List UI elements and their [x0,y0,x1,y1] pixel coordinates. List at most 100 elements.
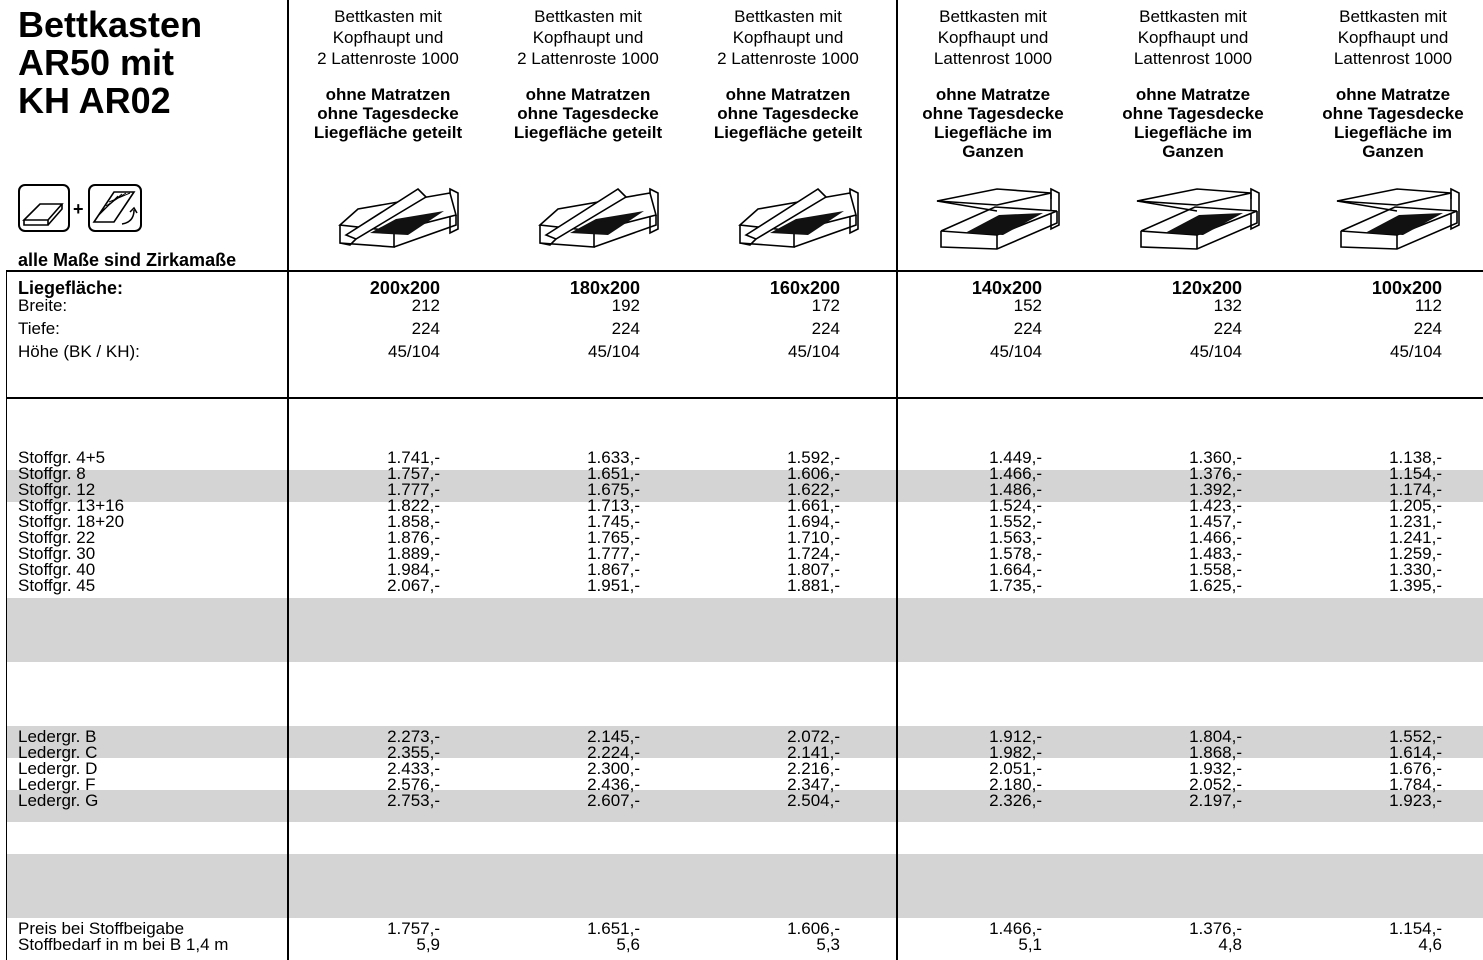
price-cell: 1.231,- [1389,512,1442,531]
header-bold-line: Liegefläche geteilt [513,123,663,142]
price-cell: 1.423,- [1189,496,1242,515]
hoehe-value: 45/104 [990,342,1042,361]
price-cell: 1.376,- [1189,464,1242,483]
header-bold: ohne Matratze ohne Tagesdecke Liegefläche … [898,85,1088,161]
price-cell: 1.923,- [1389,791,1442,810]
header-bold-line: Liegefläche im [933,123,1053,142]
size-value: 180x200 [569,278,640,298]
header-bold-line: Liegefläche im [1333,123,1453,142]
price-cell: 1.745,- [587,512,640,531]
breite-value: 152 [1013,296,1042,315]
divider [896,0,898,960]
label-hoehe: Höhe (BK / KH): [18,342,140,361]
price-cell: 1.777,- [387,480,440,499]
tiefe-value: 224 [1013,319,1042,338]
price-cell: 1.154,- [1389,919,1442,938]
header-bold-line: ohne Matratze [935,85,1051,104]
svg-text:+: + [73,199,84,219]
price-cell: 1.466,- [989,464,1042,483]
price-cell: 1.625,- [1189,576,1242,595]
price-cell: 1.757,- [387,919,440,938]
price-cell: 1.777,- [587,544,640,563]
measurement-note: alle Maße sind Zirkamaße [18,250,237,270]
price-cell: 1.661,- [787,496,840,515]
price-cell: 1.360,- [1189,448,1242,467]
price-cell: 1.466,- [989,919,1042,938]
header-bold-line: ohne Matratze [1135,85,1251,104]
price-cell: 2.224,- [587,743,640,762]
header-line: Kopfhaupt und [332,28,444,47]
header-bold: ohne Matratze ohne Tagesdecke Liegefläche … [1098,85,1288,161]
price-cell: 1.889,- [387,544,440,563]
price-cell: 2.436,- [587,775,640,794]
band [6,854,1483,918]
price-cell: 1.592,- [787,448,840,467]
price-cell: 2.347,- [787,775,840,794]
price-cell: 2.145,- [587,727,640,746]
price-cell: 1.138,- [1389,448,1442,467]
price-cell: 4,8 [1218,935,1242,954]
price-row-label: Stoffgr. 4+5 [18,448,106,467]
header-line: 2 Lattenroste 1000 [517,49,659,68]
price-cell: 1.676,- [1389,759,1442,778]
price-cell: 1.606,- [787,464,840,483]
price-cell: 1.614,- [1389,743,1442,762]
tiefe-value: 224 [611,319,640,338]
price-cell: 1.205,- [1389,496,1442,515]
price-row-label: Stoffgr. 45 [18,576,96,595]
header-bold-line: Liegefläche im [1133,123,1253,142]
price-row-label: Preis bei Stoffbeigabe [18,919,185,938]
price-cell: 1.868,- [1189,743,1242,762]
header-line: 2 Lattenroste 1000 [717,49,859,68]
label-liegeflaeche: Liegefläche: [18,278,124,298]
price-cell: 5,3 [816,935,840,954]
bed-frame-icon: + [18,184,142,232]
divider [6,270,7,960]
header-bold-line: Ganzen [1362,142,1424,161]
price-row-label: Stoffgr. 18+20 [18,512,125,531]
price-row-label: Ledergr. C [18,743,98,762]
header-bold-line: ohne Tagesdecke [1122,104,1264,123]
header-line: Bettkasten mit [734,7,842,26]
header-line: Kopfhaupt und [732,28,844,47]
tiefe-value: 224 [411,319,440,338]
divider [287,0,289,960]
price-cell: 1.881,- [787,576,840,595]
price-cell: 1.784,- [1389,775,1442,794]
price-cell: 1.651,- [587,464,640,483]
price-cell: 2.051,- [989,759,1042,778]
header-line: Bettkasten mit [1339,7,1447,26]
price-cell: 1.651,- [587,919,640,938]
price-cell: 1.483,- [1189,544,1242,563]
column-header: Bettkasten mit Kopfhaupt und Lattenrost 10… [1098,6,1288,161]
title-line: KH AR02 [18,80,171,121]
header-bold-line: ohne Tagesdecke [922,104,1064,123]
price-row-label: Ledergr. B [18,727,97,746]
size-value: 160x200 [769,278,840,298]
price-cell: 1.457,- [1189,512,1242,531]
price-cell: 2.141,- [787,743,840,762]
header-line: Lattenrost 1000 [933,49,1053,68]
hoehe-value: 45/104 [388,342,440,361]
tiefe-value: 224 [811,319,840,338]
header-line: 2 Lattenroste 1000 [317,49,459,68]
price-cell: 2.072,- [787,727,840,746]
header-line: Bettkasten mit [1139,7,1247,26]
title-line: Bettkasten [18,4,203,45]
price-row-label: Stoffgr. 13+16 [18,496,125,515]
price-row-label: Stoffgr. 8 [18,464,86,483]
price-cell: 1.858,- [387,512,440,531]
size-value: 100x200 [1371,278,1442,298]
price-cell: 1.622,- [787,480,840,499]
price-cell: 2.433,- [387,759,440,778]
size-value: 200x200 [369,278,440,298]
price-cell: 1.578,- [989,544,1042,563]
header-bold-line: Ganzen [1162,142,1224,161]
column-header: Bettkasten mit Kopfhaupt und 2 Lattenroste… [493,6,683,142]
header-line: Kopfhaupt und [937,28,1049,47]
price-cell: 1.713,- [587,496,640,515]
hoehe-value: 45/104 [588,342,640,361]
price-cell: 2.607,- [587,791,640,810]
price-cell: 1.449,- [989,448,1042,467]
price-cell: 1.552,- [989,512,1042,531]
